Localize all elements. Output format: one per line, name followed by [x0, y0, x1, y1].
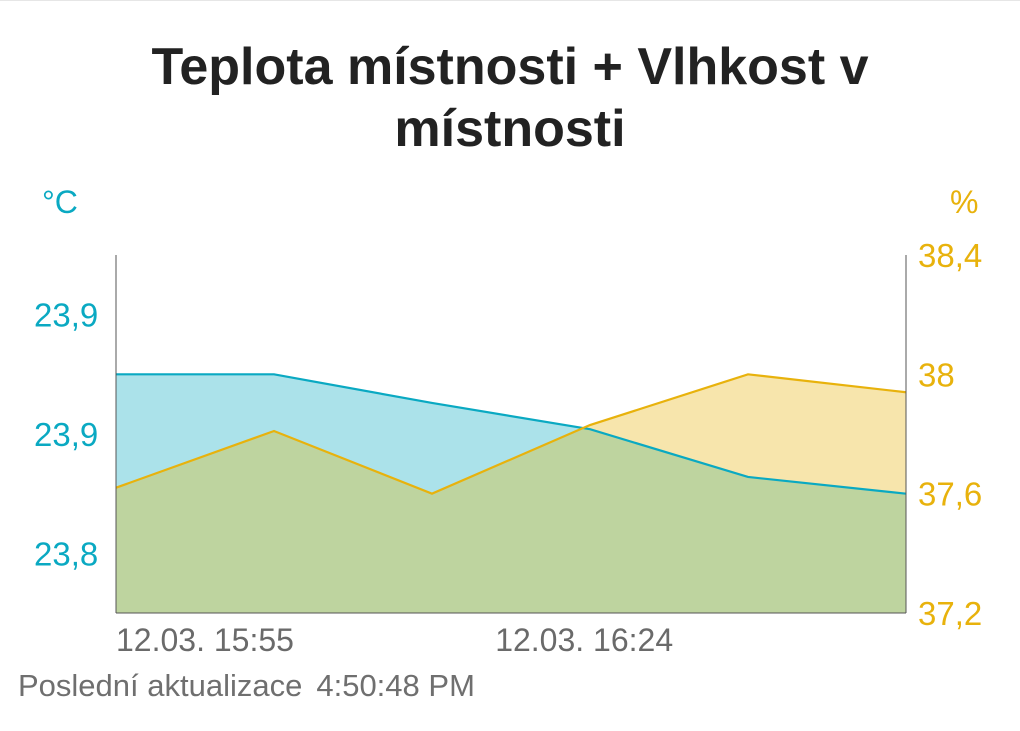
right-tick-label: 38,4 [918, 237, 982, 274]
last-update-time: 4:50:48 PM [316, 668, 475, 703]
left-tick-label: 23,8 [34, 535, 98, 572]
chart-title: Teplota místnosti + Vlhkost v místnosti [151, 38, 869, 158]
x-tick-label: 12.03. 16:24 [495, 622, 673, 658]
right-axis-unit: % [950, 184, 979, 220]
tick-labels-group: 23,8 23,9 23,9 37,2 37,6 38 38,4 12.03. 15:55 12… [34, 237, 982, 658]
left-tick-label: 23,9 [34, 416, 98, 453]
last-update-footer: Poslední aktualizace 4:50:48 PM [18, 668, 475, 704]
humidity-line [115, 373, 907, 495]
last-update-label: Poslední aktualizace [18, 668, 303, 703]
x-tick-label: 12.03. 15:55 [116, 622, 294, 658]
overlap-area [116, 428, 906, 613]
left-tick-label: 23,9 [34, 297, 98, 334]
temperature-line [116, 373, 907, 495]
right-tick-label: 37,2 [918, 595, 982, 632]
overlap-area-group [116, 428, 906, 613]
top-divider [0, 0, 1020, 1]
right-tick-label: 38 [918, 356, 955, 393]
right-tick-label: 37,6 [918, 476, 982, 513]
series-lines-group [115, 373, 907, 495]
axes-group [115, 255, 907, 614]
left-axis-unit: °C [42, 184, 78, 220]
